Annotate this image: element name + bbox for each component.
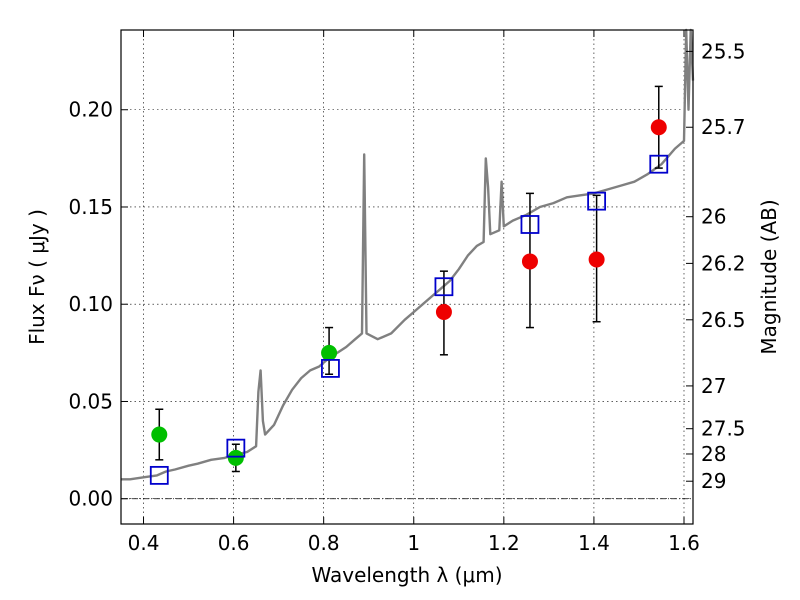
- y-axis: 0.00 0.05 0.10 0.15 0.20: [68, 98, 128, 511]
- data-point-circle: [435, 304, 452, 321]
- x-tick-label: 1.2: [488, 531, 520, 555]
- x-tick-label: 0.8: [308, 531, 340, 555]
- magnitude-tick-label: 27: [701, 374, 726, 398]
- plot-frame: [120, 29, 694, 525]
- x-tick-label: 0.6: [218, 531, 250, 555]
- data-point-square: [226, 438, 246, 458]
- data-point-square: [649, 154, 669, 174]
- data-point-circle: [650, 119, 667, 136]
- x-tick-label: 0.4: [128, 531, 160, 555]
- magnitude-axis: 25.5 25.7 26 26.2 26.5 27 27.528 29: [686, 39, 746, 493]
- y-tick-label: 0.00: [68, 487, 113, 511]
- data-point-circle: [321, 344, 338, 361]
- magnitude-tick-label: 28: [701, 442, 726, 466]
- magnitude-tick-label: 26: [701, 205, 726, 229]
- magnitude-tick-label: 26.5: [701, 308, 746, 332]
- x-tick-label: 1.6: [668, 531, 700, 555]
- magnitude-tick-label: 29: [701, 469, 726, 493]
- data-point-circle: [521, 253, 538, 270]
- data-point-circle: [588, 251, 605, 268]
- data-point-square: [587, 191, 607, 211]
- data-point-square: [520, 215, 540, 234]
- magnitude-tick-label: 26.2: [701, 251, 746, 275]
- y-tick-label: 0.05: [68, 389, 113, 413]
- magnitude-axis-title: Magnitude (AB): [757, 199, 781, 354]
- data-point-square: [149, 465, 169, 485]
- magnitude-tick-label: 25.7: [701, 115, 746, 139]
- y-tick-label: 0.10: [68, 292, 113, 316]
- data-point-circle: [227, 449, 244, 466]
- magnitude-tick-label: 27.5: [701, 417, 746, 441]
- data-point-square: [321, 359, 340, 378]
- x-axis-title: Wavelength λ (μm): [311, 563, 502, 587]
- data-point-square: [434, 277, 454, 297]
- y-axis-title: Flux Fν ( μJy ): [25, 209, 49, 345]
- y-tick-label: 0.15: [68, 195, 113, 219]
- magnitude-tick-label: 25.5: [701, 39, 746, 63]
- plot-background: [121, 30, 693, 524]
- data-point-circle: [151, 426, 168, 443]
- x-tick-label: 1: [407, 531, 420, 555]
- y-tick-label: 0.20: [68, 98, 113, 122]
- x-tick-label: 1.4: [578, 531, 610, 555]
- x-axis: 0.4 0.6 0.8 1 1.2 1.4 1.6: [128, 30, 700, 555]
- marker-group: [149, 119, 669, 485]
